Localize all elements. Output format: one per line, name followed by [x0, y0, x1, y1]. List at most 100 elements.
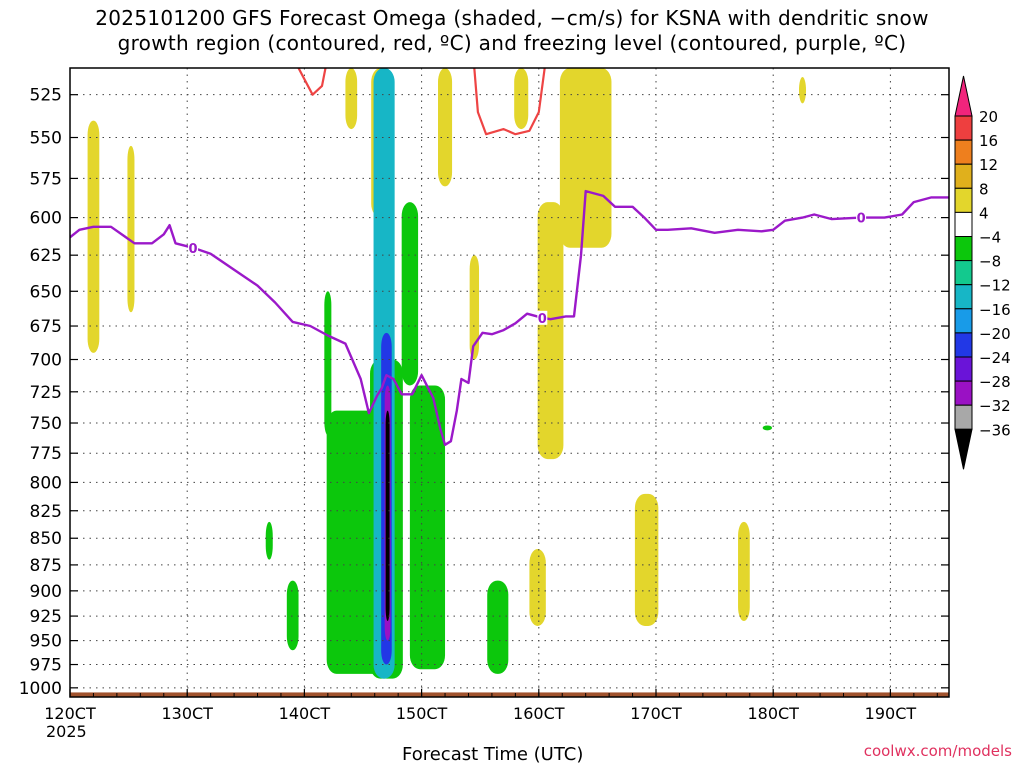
y-tick-label-750: 750 — [30, 414, 62, 434]
colorbar-swatch-6 — [954, 236, 973, 262]
y-tick-label-700: 700 — [30, 351, 62, 371]
y-tick-label-1000: 1000 — [19, 679, 62, 699]
colorbar-label-12: −32 — [979, 397, 1011, 415]
colorbar-label-2: 12 — [979, 156, 998, 174]
x-tick-label-120CT: 120CT — [44, 704, 96, 723]
colorbar-label-7: −12 — [979, 277, 1011, 295]
x-tick-label-140CT: 140CT — [279, 704, 331, 723]
y-tick-label-625: 625 — [30, 246, 62, 266]
freezing-level-line — [70, 189, 949, 446]
omega-yellow-10 — [559, 68, 612, 248]
colorbar-swatch-5 — [954, 211, 973, 237]
y-tick-label-525: 525 — [30, 86, 62, 106]
colorbar-swatch-1 — [954, 115, 973, 141]
omega-shading — [87, 68, 807, 679]
year-label: 2025 — [46, 722, 87, 741]
x-tick-label-190CT: 190CT — [865, 704, 917, 723]
omega-yellow-11 — [634, 493, 659, 626]
contour-lines: 0 0 0 — [70, 68, 949, 446]
freezing-label-bg-2 — [856, 210, 867, 225]
colorbar-swatch-8 — [954, 284, 973, 310]
omega-yellow-5 — [438, 68, 453, 187]
colorbar-swatch-11 — [954, 356, 973, 382]
dgz-red-contour-1 — [297, 68, 327, 96]
freezing-label-bg-0 — [188, 240, 199, 255]
y-tick-label-650: 650 — [30, 282, 62, 302]
gridlines — [70, 68, 949, 697]
colorbar-label-9: −20 — [979, 325, 1011, 343]
omega-green-9 — [762, 425, 773, 431]
freezing-level-label-2: 0 — [857, 212, 866, 227]
omega-green-4 — [409, 385, 446, 670]
omega-yellow-3 — [345, 68, 358, 130]
colorbar-label-11: −28 — [979, 373, 1011, 391]
chart-title-line-1: 2025101200 GFS Forecast Omega (shaded, −… — [95, 6, 929, 30]
omega-yellow-6 — [514, 68, 529, 130]
freezing-label-bg-1 — [537, 310, 548, 325]
y-tick-label-925: 925 — [30, 607, 62, 627]
colorbar-swatch-7 — [954, 260, 973, 286]
x-tick-label-170CT: 170CT — [630, 704, 682, 723]
y-tick-label-800: 800 — [30, 473, 62, 493]
y-tick-label-975: 975 — [30, 656, 62, 676]
freezing-level-label-1: 0 — [538, 312, 547, 327]
y-tick-label-575: 575 — [30, 169, 62, 189]
y-tick-label-900: 900 — [30, 582, 62, 602]
omega-yellow-12 — [738, 521, 750, 622]
colorbar-swatch-4 — [954, 187, 973, 213]
colorbar: 20 16 12 8 4 −4 −8 −12 −16 −20 −24 −28 −32 −36 — [954, 75, 1011, 470]
colorbar-label-5: −4 — [979, 229, 1001, 247]
omega-yellow-2 — [127, 145, 135, 313]
chart-title-line-2: growth region (contoured, red, ºC) and f… — [117, 31, 907, 55]
y-tick-label-850: 850 — [30, 529, 62, 549]
colorbar-top-arrow — [954, 75, 973, 117]
omega-green-7 — [265, 521, 273, 560]
terrain-ground — [70, 692, 949, 697]
y-tick-label-875: 875 — [30, 556, 62, 576]
x-tick-label-180CT: 180CT — [747, 704, 799, 723]
omega-yellow-9 — [537, 202, 564, 460]
colorbar-label-3: 8 — [979, 180, 989, 198]
y-tick-label-600: 600 — [30, 209, 62, 229]
y-tick-label-550: 550 — [30, 129, 62, 149]
colorbar-label-0: 20 — [979, 108, 998, 126]
colorbar-label-10: −24 — [979, 349, 1011, 367]
y-tick-label-675: 675 — [30, 317, 62, 337]
omega-yellow-7 — [469, 255, 480, 360]
freezing-level-label-0: 0 — [189, 242, 198, 257]
colorbar-swatch-13 — [954, 404, 973, 430]
x-tick-label-160CT: 160CT — [513, 704, 565, 723]
colorbar-swatch-10 — [954, 332, 973, 358]
x-axis-title: Forecast Time (UTC) — [402, 744, 584, 765]
x-tick-label-130CT: 130CT — [161, 704, 213, 723]
omega-yellow-13 — [798, 76, 807, 104]
x-tick-label-150CT: 150CT — [396, 704, 448, 723]
dgz-red-contour-2 — [473, 68, 546, 136]
omega-green-6 — [487, 580, 509, 674]
omega-yellow-1 — [87, 120, 100, 353]
colorbar-bottom-arrow — [954, 428, 973, 470]
colorbar-swatch-2 — [954, 139, 973, 165]
colorbar-label-13: −36 — [979, 421, 1011, 439]
y-tick-label-775: 775 — [30, 444, 62, 464]
colorbar-label-6: −8 — [979, 253, 1001, 271]
website-credit[interactable]: coolwx.com/models — [863, 742, 1012, 760]
terrain-layer — [70, 692, 949, 697]
omega-yellow-8 — [529, 549, 546, 626]
axis-labels: 525 550 575 600 625 650 675 700 725 750 775 800 825 8… — [19, 86, 949, 723]
omega-black-core — [385, 410, 390, 622]
colorbar-swatch-3 — [954, 163, 973, 189]
omega-green-1 — [324, 291, 332, 436]
y-tick-label-950: 950 — [30, 632, 62, 652]
colorbar-swatch-9 — [954, 308, 973, 334]
y-tick-label-725: 725 — [30, 383, 62, 403]
y-tick-label-825: 825 — [30, 502, 62, 522]
omega-green-5 — [401, 202, 419, 386]
omega-green-8 — [286, 580, 299, 651]
colorbar-label-4: 4 — [979, 204, 989, 222]
colorbar-swatch-12 — [954, 380, 973, 406]
colorbar-label-1: 16 — [979, 132, 998, 150]
plot-frame — [69, 67, 950, 698]
colorbar-label-8: −16 — [979, 301, 1011, 319]
